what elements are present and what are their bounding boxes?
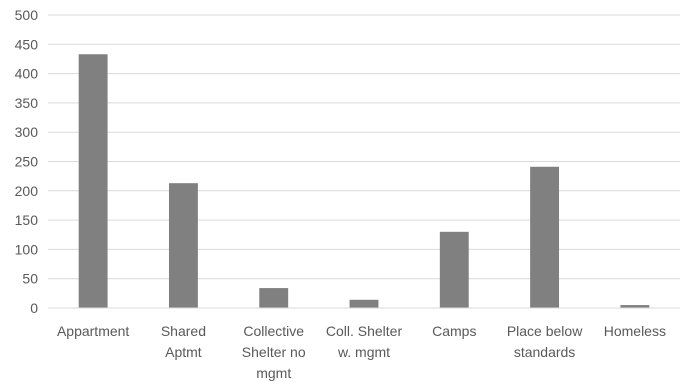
- x-category-label-line: Place below: [507, 323, 583, 339]
- x-category-label-5: Place below standards: [507, 323, 583, 360]
- bar-5: [530, 166, 560, 308]
- x-category-label-4: Camps: [432, 323, 476, 339]
- x-category-label-line: Shelter no: [242, 344, 306, 360]
- y-tick-label-450: 450: [15, 36, 39, 52]
- y-tick-label-200: 200: [15, 183, 39, 199]
- x-category-label-line: Collective: [243, 323, 304, 339]
- x-category-label-line: Coll. Shelter: [326, 323, 403, 339]
- bars: [78, 54, 650, 309]
- x-category-label-3: Coll. Shelter w. mgmt: [326, 323, 403, 360]
- bar-3: [349, 299, 379, 308]
- bar-1: [168, 183, 198, 308]
- gridlines: [48, 14, 680, 280]
- x-category-label-line: Aptmt: [165, 344, 202, 360]
- x-category-label-line: Homeless: [604, 323, 666, 339]
- bar-0: [78, 54, 108, 309]
- y-tick-label-100: 100: [15, 241, 39, 257]
- y-tick-label-350: 350: [15, 95, 39, 111]
- x-category-label-line: Camps: [432, 323, 476, 339]
- x-category-label-6: Homeless: [604, 323, 666, 339]
- y-tick-label-250: 250: [15, 154, 39, 170]
- bar-4: [439, 231, 469, 308]
- y-tick-label-0: 0: [30, 300, 38, 316]
- y-tick-label-50: 50: [22, 271, 38, 287]
- x-category-label-0: Appartment: [57, 323, 129, 339]
- x-axis-category-labels: Appartment Shared Aptmt Collective Shelter n…: [57, 323, 666, 381]
- y-tick-label-500: 500: [15, 7, 39, 23]
- y-axis-tick-labels: 0 50 100 150 200 250 300 350 400 450 500: [15, 7, 39, 316]
- bar-2: [259, 288, 289, 308]
- x-category-label-line: w. mgmt: [337, 344, 390, 360]
- y-tick-label-150: 150: [15, 212, 39, 228]
- x-category-label-line: Appartment: [57, 323, 129, 339]
- bar-6: [620, 305, 650, 308]
- y-tick-label-400: 400: [15, 66, 39, 82]
- x-category-label-line: standards: [514, 344, 575, 360]
- x-category-label-line: Shared: [161, 323, 206, 339]
- y-tick-label-300: 300: [15, 124, 39, 140]
- x-category-label-2: Collective Shelter no mgmt: [242, 323, 306, 381]
- x-category-label-1: Shared Aptmt: [161, 323, 206, 360]
- x-category-label-line: mgmt: [256, 365, 291, 381]
